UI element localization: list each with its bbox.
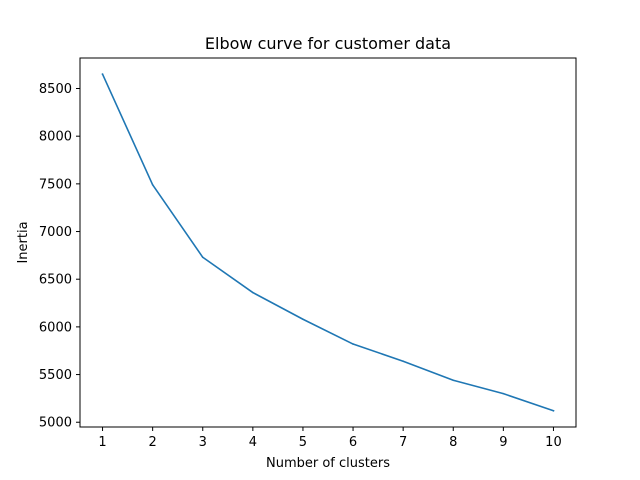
- plot-frame: [79, 57, 577, 428]
- chart-title: Elbow curve for customer data: [205, 34, 451, 53]
- y-tick-label: 8500: [39, 82, 72, 97]
- y-tick-label: 7500: [39, 177, 72, 192]
- data-point: [201, 256, 204, 259]
- x-tick-label: 8: [449, 435, 457, 450]
- data-point: [402, 360, 404, 363]
- y-tick-label: 6000: [39, 320, 72, 335]
- x-tick-label: 6: [349, 435, 357, 450]
- y-tick-label: 5500: [39, 368, 72, 383]
- data-point: [151, 184, 154, 186]
- x-tick-label: 9: [499, 435, 507, 450]
- data-point: [552, 409, 555, 412]
- series-line: [101, 73, 555, 412]
- y-axis-label: Inertia: [16, 221, 31, 263]
- x-tick-label: 5: [299, 435, 307, 450]
- x-tick-label: 4: [249, 435, 257, 450]
- data-point: [502, 392, 505, 395]
- x-tick-label: 7: [399, 435, 407, 450]
- x-axis-label: Number of clusters: [266, 456, 390, 471]
- x-tick-label: 10: [545, 435, 562, 450]
- y-tick-label: 5000: [39, 416, 72, 431]
- y-tick-label: 7000: [39, 225, 72, 240]
- data-point: [452, 379, 455, 382]
- x-tick-label: 3: [199, 435, 207, 450]
- data-point: [302, 318, 304, 321]
- data-point: [352, 343, 354, 345]
- x-tick-label: 2: [149, 435, 157, 450]
- x-tick-label: 1: [98, 435, 106, 450]
- data-point: [252, 291, 254, 294]
- y-tick-label: 8000: [39, 130, 72, 145]
- data-point: [101, 73, 104, 76]
- y-tick-label: 6500: [39, 273, 72, 288]
